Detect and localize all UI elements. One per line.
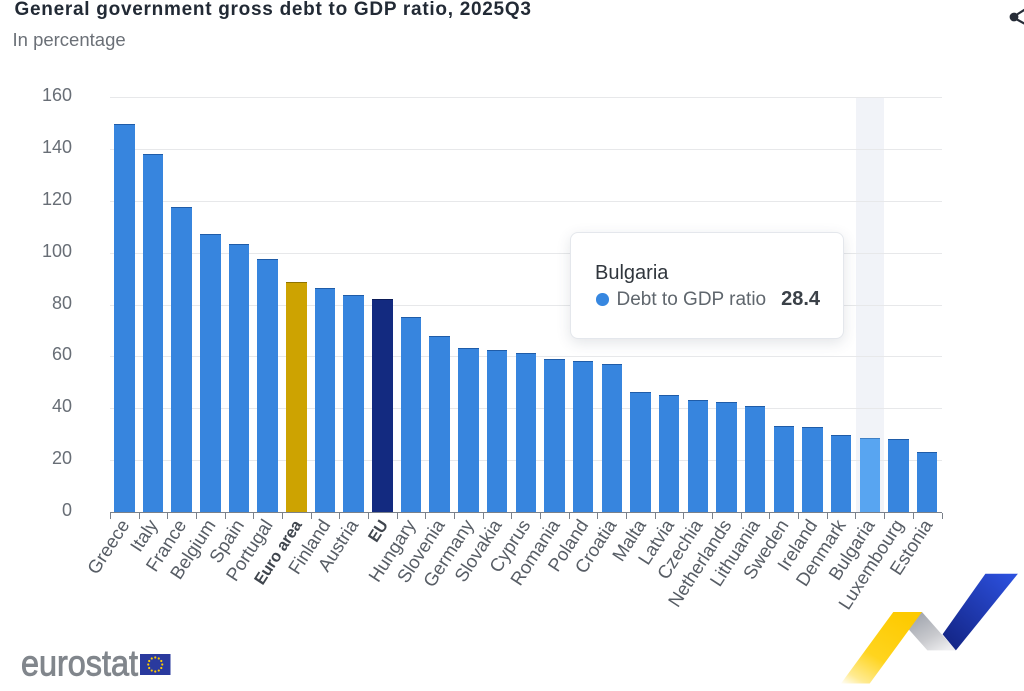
svg-text:eurostat: eurostat	[21, 643, 138, 684]
